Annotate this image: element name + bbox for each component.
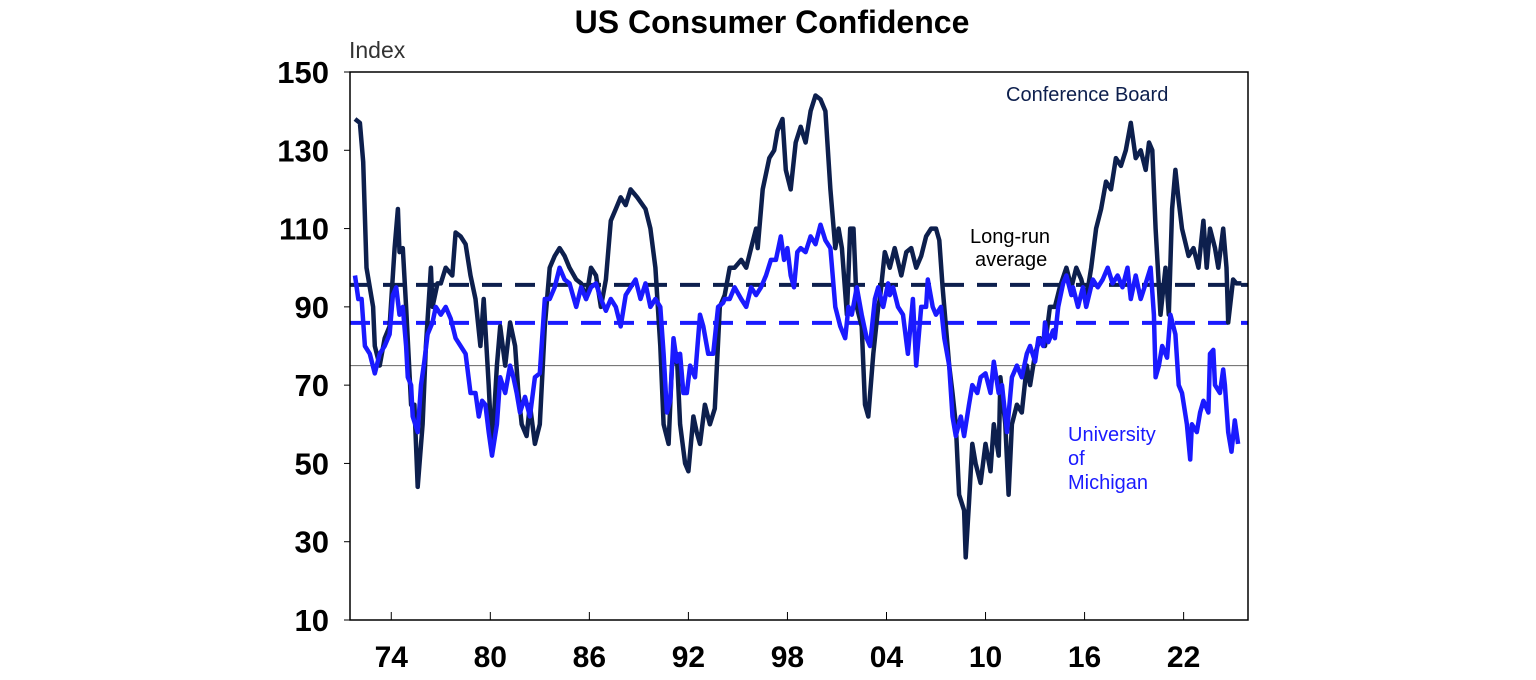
plot-frame — [349, 71, 1249, 621]
x-tick-label: 74 — [375, 641, 409, 674]
y-axis-label: Index — [349, 37, 406, 63]
y-axis: 10 30 50 70 90 110 130 150 — [277, 55, 350, 638]
y-tick-label: 130 — [277, 133, 329, 168]
x-tick-label: 16 — [1068, 641, 1101, 674]
y-tick-label: 10 — [295, 603, 329, 638]
x-tick-label: 10 — [969, 641, 1002, 674]
y-tick-label: 70 — [295, 368, 329, 403]
series-line-university-of-michigan — [352, 222, 1241, 462]
y-tick-label: 90 — [295, 290, 329, 325]
reference-lines — [350, 282, 1248, 367]
long-run-label-line2: average — [975, 249, 1047, 271]
series-label-michigan-line2: of — [1068, 448, 1085, 470]
x-axis: 74 80 86 92 98 04 10 16 22 — [375, 612, 1200, 674]
x-tick-label: 04 — [870, 641, 904, 674]
series-lines — [352, 93, 1242, 560]
y-tick-label: 30 — [295, 525, 329, 560]
chart-title: US Consumer Confidence — [575, 4, 970, 40]
series-label-conference-board: Conference Board — [1006, 84, 1168, 106]
series-label-michigan-line3: Michigan — [1068, 472, 1148, 494]
x-tick-label: 86 — [573, 641, 606, 674]
long-run-label-line1: Long-run — [970, 226, 1050, 248]
y-tick-label: 150 — [277, 55, 329, 90]
series-label-michigan-line1: University — [1068, 424, 1156, 446]
x-tick-label: 80 — [474, 641, 507, 674]
y-tick-label: 110 — [279, 212, 329, 247]
y-tick-label: 50 — [295, 446, 329, 481]
x-tick-label: 98 — [771, 641, 804, 674]
x-tick-label: 92 — [672, 641, 705, 674]
x-tick-label: 22 — [1167, 641, 1200, 674]
